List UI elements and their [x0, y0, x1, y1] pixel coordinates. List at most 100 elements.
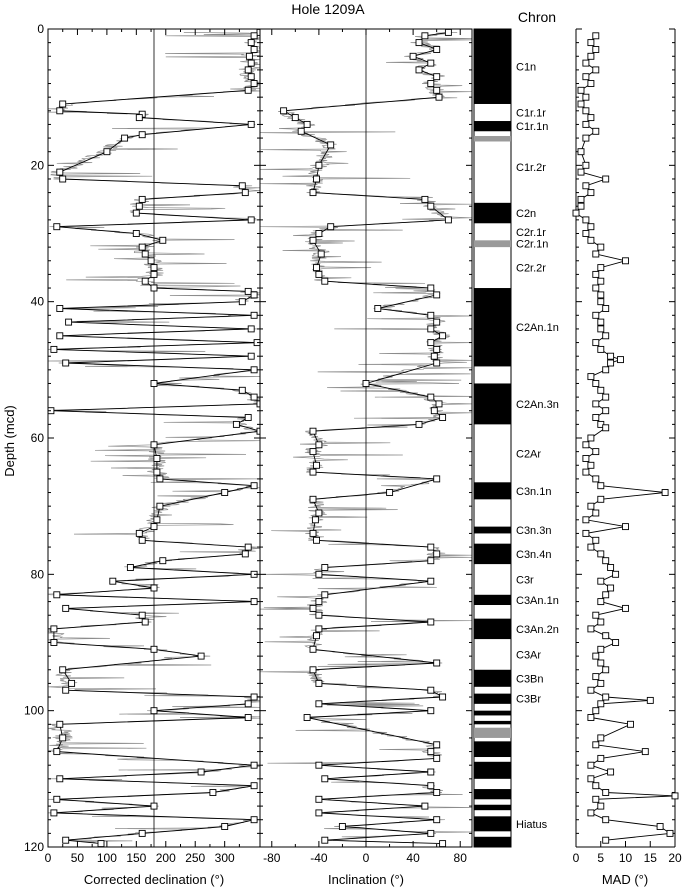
mad-data-point — [572, 209, 580, 217]
polarity-block — [474, 720, 511, 725]
inclination-data-point — [309, 427, 317, 435]
declination-data-point — [62, 686, 70, 694]
mad-data-point — [592, 611, 600, 619]
declination-data-point — [53, 223, 61, 231]
inclination-data-point — [421, 802, 429, 810]
chron-label: Hiatus — [516, 819, 548, 831]
inclination-data-point — [433, 73, 441, 81]
declination-data-point — [153, 455, 161, 462]
mad-data-point — [597, 645, 605, 653]
inclination-data-point — [309, 495, 317, 503]
declination-data-point — [241, 189, 249, 197]
chron-label: C3n.1n — [516, 486, 551, 498]
declination-data-point — [150, 270, 158, 278]
mad-data-point — [592, 536, 600, 544]
declination-data-point — [247, 352, 255, 360]
mad-data-point — [587, 461, 595, 469]
mad-data-point — [577, 100, 585, 108]
mad-xtick-label: 20 — [668, 851, 682, 865]
mad-data-point — [592, 311, 600, 319]
declination-data-point — [132, 209, 140, 217]
declination-data-point — [50, 809, 58, 817]
polarity-block — [474, 836, 511, 847]
inclination-data-point — [321, 775, 329, 783]
polarity-block — [474, 202, 511, 224]
y-axis-label: Depth (mcd) — [2, 405, 17, 477]
declination-data-point — [150, 802, 158, 810]
declination-xtick-label: 150 — [126, 851, 146, 865]
inclination-data-point — [315, 270, 323, 278]
declination-data-point — [250, 80, 258, 87]
mad-data-point — [592, 652, 600, 660]
inclination-panel: -80 -40 0 40 80 — [259, 28, 473, 865]
inclination-data-point — [315, 230, 323, 237]
inclination-data-point — [321, 591, 329, 599]
inclination-data-point — [309, 645, 317, 653]
mad-data-point — [587, 236, 595, 244]
polarity-block — [474, 727, 511, 738]
declination-data-point — [59, 100, 67, 108]
mad-data-point — [597, 264, 605, 272]
declination-data-point — [135, 529, 143, 537]
inclination-xtick-label: 0 — [363, 851, 370, 865]
mad-data-point — [582, 59, 590, 67]
inclination-data-point — [427, 202, 435, 210]
declination-data-point — [238, 298, 246, 306]
mad-data-point — [602, 175, 610, 183]
polarity-block — [474, 594, 511, 606]
declination-data-point — [150, 645, 158, 653]
declination-xtick-label: 0 — [45, 851, 52, 865]
declination-data-point — [50, 345, 58, 353]
mad-data-point — [577, 86, 585, 94]
inclination-data-point — [430, 407, 438, 415]
polarity-block — [474, 618, 511, 640]
inclination-xtick-label: -80 — [263, 851, 281, 865]
declination-data-point — [250, 693, 258, 701]
declination-data-point — [59, 734, 67, 742]
declination-data-point — [68, 679, 76, 687]
mad-data-point — [592, 475, 600, 483]
inclination-data-point — [315, 509, 323, 517]
declination-data-point — [153, 468, 161, 476]
declination-data-point — [141, 618, 149, 626]
polarity-block — [474, 669, 511, 687]
mad-data-point — [582, 441, 590, 449]
inclination-data-point — [435, 93, 443, 101]
mad-data-point — [587, 114, 595, 122]
inclination-data-point — [297, 127, 305, 135]
inclination-data-point — [427, 829, 435, 837]
mad-data-point — [587, 223, 595, 231]
mad-data-point — [597, 243, 605, 251]
polarity-block — [474, 136, 511, 142]
declination-xtick-label: 100 — [97, 851, 117, 865]
declination-data-point — [250, 311, 258, 319]
declination-data-point — [250, 393, 258, 401]
mad-data-point — [587, 52, 595, 60]
polarity-block — [474, 240, 511, 248]
inclination-data-point — [303, 120, 311, 128]
inclination-xlabel: Inclination (°) — [328, 872, 404, 887]
declination-data-point — [247, 39, 255, 47]
inclination-data-point — [321, 277, 329, 285]
polarity-block — [474, 816, 511, 832]
mad-data-point — [592, 250, 600, 258]
polarity-block — [474, 121, 511, 132]
declination-data-point — [244, 700, 252, 708]
inclination-data-point — [427, 311, 435, 319]
inclination-data-point — [433, 550, 441, 558]
declination-series-line — [50, 32, 260, 845]
mad-data-point — [577, 195, 585, 203]
mad-data-point — [602, 816, 610, 824]
declination-data-point — [59, 666, 67, 674]
declination-data-point — [126, 564, 134, 571]
declination-data-point — [250, 366, 258, 374]
declination-data-point — [138, 829, 146, 837]
declination-data-point — [109, 577, 117, 585]
declination-data-point — [250, 761, 258, 769]
mad-data-point — [577, 202, 585, 210]
declination-data-point — [238, 386, 246, 394]
inclination-data-point — [435, 400, 443, 408]
inclination-data-point — [321, 564, 329, 571]
inclination-data-point — [433, 46, 441, 53]
chron-label: C2Ar — [516, 448, 541, 460]
